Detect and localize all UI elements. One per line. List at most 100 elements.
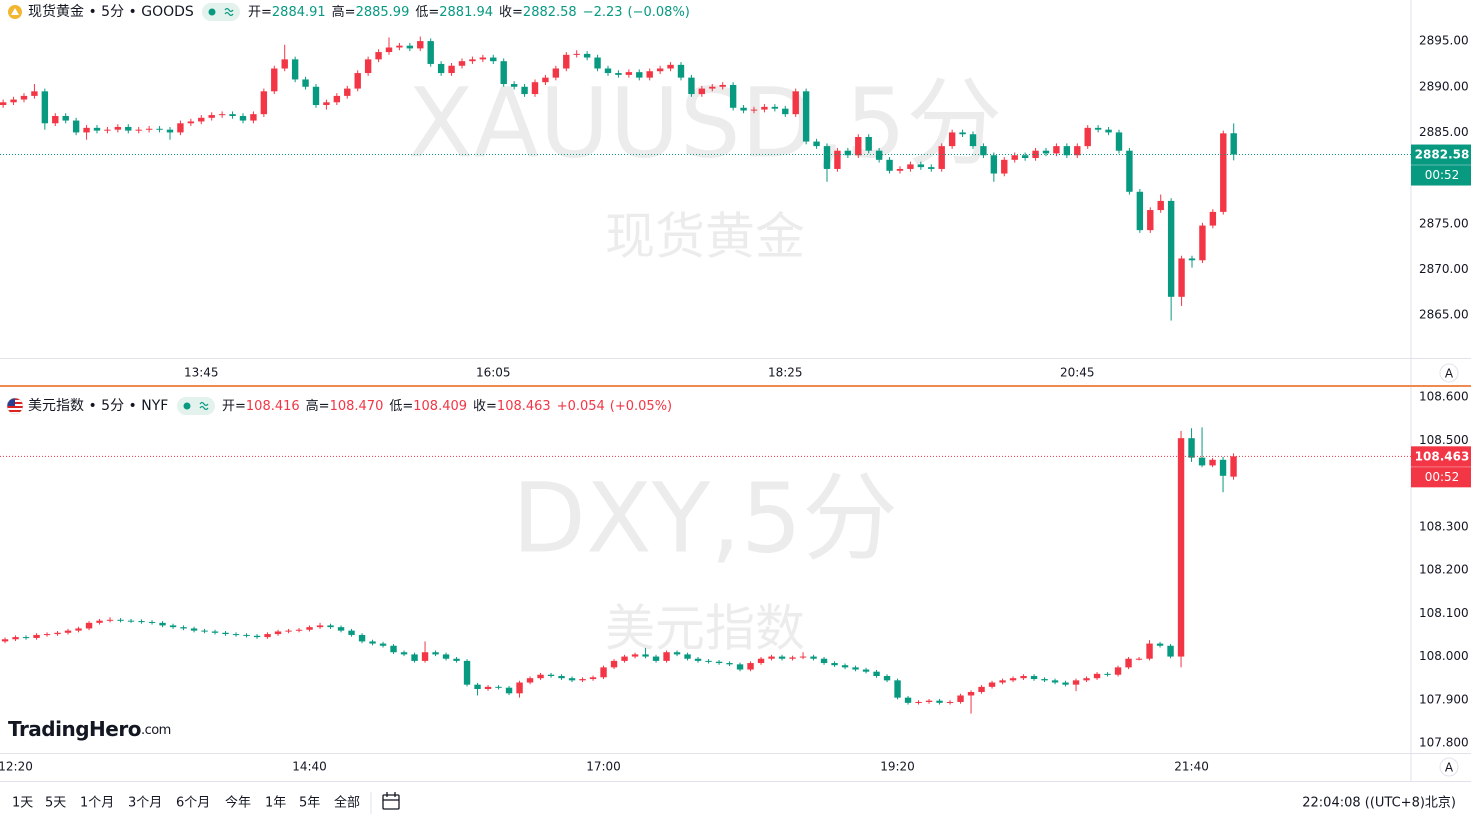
range-button[interactable]: 今年 bbox=[225, 795, 251, 811]
candle-body bbox=[417, 41, 424, 49]
candle-body bbox=[789, 657, 796, 659]
candle-body bbox=[427, 41, 434, 64]
candle-body bbox=[469, 59, 476, 62]
gold-icon bbox=[8, 5, 22, 19]
status-pill[interactable] bbox=[177, 397, 215, 415]
candle-body bbox=[484, 686, 492, 689]
range-button[interactable]: 1天 bbox=[12, 796, 33, 811]
candle-body bbox=[83, 127, 90, 133]
candle-body bbox=[792, 91, 799, 115]
candle-body bbox=[421, 652, 429, 661]
candle-body bbox=[260, 91, 268, 115]
candle-body bbox=[327, 625, 334, 628]
change: +0.054 bbox=[557, 399, 605, 414]
candle-body bbox=[747, 663, 754, 670]
candle-body bbox=[677, 64, 685, 78]
candle-body bbox=[771, 106, 779, 109]
candle-body bbox=[458, 61, 466, 66]
candle-body bbox=[999, 680, 1006, 683]
ohlc-value: 2885.99 bbox=[356, 5, 410, 20]
candle-body bbox=[726, 663, 733, 665]
candle-body bbox=[631, 654, 639, 657]
candle-body bbox=[106, 619, 114, 621]
range-button[interactable]: 3个月 bbox=[128, 796, 162, 811]
candle-body bbox=[1001, 159, 1008, 174]
candle-body bbox=[894, 680, 901, 698]
range-button[interactable]: 6个月 bbox=[176, 796, 210, 811]
logo-name: TradingHero bbox=[8, 717, 141, 741]
range-button[interactable]: 5年 bbox=[299, 796, 320, 811]
pill-dot bbox=[183, 402, 191, 410]
candle-body bbox=[589, 677, 597, 680]
candle-body bbox=[959, 132, 966, 135]
y-tick-label: 107.800 bbox=[1419, 736, 1469, 750]
candle-body bbox=[495, 686, 502, 688]
candle-body bbox=[1188, 258, 1196, 261]
candle-body bbox=[1167, 645, 1174, 657]
candle-body bbox=[820, 658, 828, 664]
ohlc-value: 108.470 bbox=[330, 399, 384, 414]
candle-body bbox=[938, 146, 945, 169]
candle-body bbox=[810, 656, 817, 659]
range-button[interactable]: 全部 bbox=[334, 795, 360, 811]
range-button[interactable]: 5天 bbox=[45, 796, 66, 811]
auto-scale-button[interactable]: A bbox=[1439, 757, 1459, 777]
auto-scale-button[interactable]: A bbox=[1439, 363, 1459, 383]
candle-body bbox=[505, 687, 513, 694]
candle-body bbox=[1053, 146, 1060, 154]
candle-body bbox=[1042, 150, 1050, 154]
candle-body bbox=[1093, 673, 1101, 679]
candle-body bbox=[0, 102, 7, 106]
candle-body bbox=[222, 632, 229, 635]
candle-body bbox=[64, 630, 72, 633]
candle-body bbox=[302, 79, 309, 87]
candle-body bbox=[180, 627, 187, 629]
candle-body bbox=[52, 115, 59, 124]
clock: 22:04:08 ((UTC+8)北京) bbox=[1302, 796, 1456, 811]
candle-body bbox=[813, 141, 820, 147]
candle-body bbox=[229, 114, 236, 116]
candle-body bbox=[547, 674, 555, 677]
candle-body bbox=[20, 95, 28, 100]
ohlc-label: 高= bbox=[306, 398, 330, 414]
logo: TradingHero.com bbox=[8, 717, 171, 741]
candle-body bbox=[159, 622, 166, 626]
candle-body bbox=[62, 115, 69, 121]
pill-wave bbox=[224, 7, 234, 17]
candle-body bbox=[1125, 658, 1132, 668]
candle-body bbox=[437, 63, 445, 74]
candle-body bbox=[264, 634, 271, 638]
candle-body bbox=[72, 120, 80, 133]
candle-body bbox=[96, 620, 103, 623]
ohlc-label: 低= bbox=[389, 399, 413, 414]
x-tick-label: 12:20 bbox=[0, 760, 33, 774]
candle-body bbox=[573, 53, 580, 55]
candle-body bbox=[187, 121, 195, 124]
candle-body bbox=[1136, 191, 1144, 231]
candle-body bbox=[1094, 127, 1102, 130]
candle-body bbox=[865, 136, 872, 151]
candle-body bbox=[778, 656, 786, 659]
range-button[interactable]: 1个月 bbox=[80, 796, 114, 811]
candle-body bbox=[915, 701, 922, 703]
interval-icon[interactable] bbox=[382, 792, 400, 810]
candle-body bbox=[1209, 211, 1217, 226]
candle-body bbox=[138, 621, 145, 623]
watermark-sub: 现货黄金 bbox=[605, 208, 805, 266]
candle-body bbox=[177, 123, 184, 133]
candle-body bbox=[291, 59, 299, 80]
watermark: DXY,5分 bbox=[512, 462, 898, 574]
countdown: 00:52 bbox=[1425, 470, 1460, 484]
status-pill[interactable] bbox=[202, 3, 240, 21]
candle-body bbox=[516, 682, 523, 694]
ohlc-value: 2881.94 bbox=[439, 5, 493, 20]
range-button[interactable]: 1年 bbox=[265, 796, 286, 811]
candle-body bbox=[552, 68, 560, 78]
candle-body bbox=[1126, 150, 1133, 192]
candle-body bbox=[1104, 673, 1111, 675]
candle-body bbox=[500, 61, 507, 85]
candle-body bbox=[463, 660, 471, 685]
candle-body bbox=[375, 52, 382, 60]
candle-body bbox=[568, 678, 576, 681]
candle-body bbox=[396, 45, 403, 48]
